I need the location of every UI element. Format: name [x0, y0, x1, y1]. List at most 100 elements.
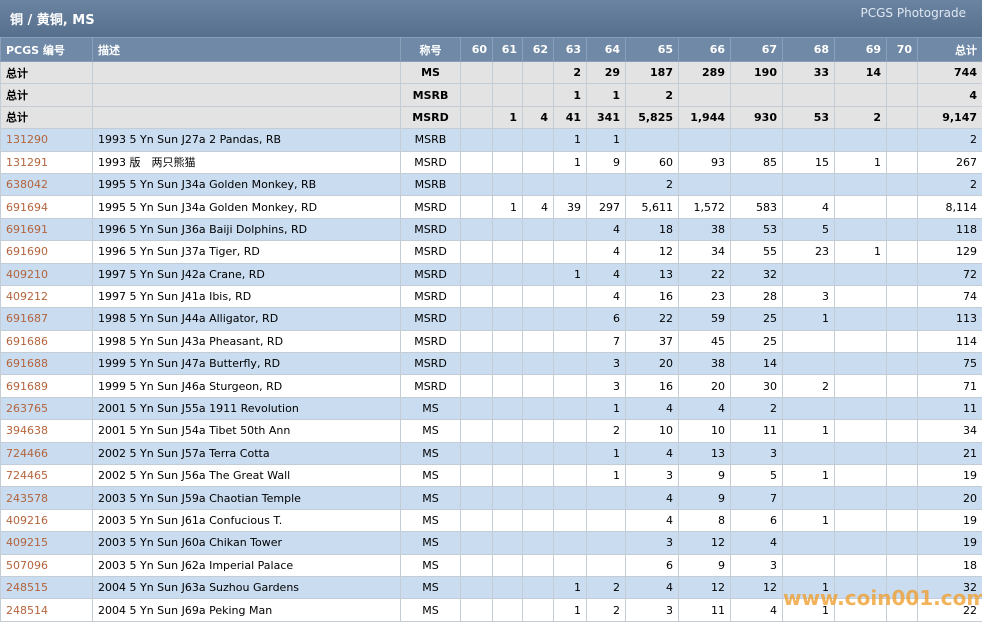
cell: 8,114	[917, 195, 982, 219]
empty-cell	[492, 531, 523, 555]
pcgs-id-link[interactable]: 507096	[0, 553, 93, 577]
empty-cell	[886, 464, 918, 488]
pcgs-id-link[interactable]: 691691	[0, 217, 93, 242]
cell: 3	[586, 352, 626, 376]
empty-cell	[522, 508, 554, 533]
pcgs-id-link[interactable]: 409212	[0, 284, 93, 309]
cell: 29	[586, 60, 626, 85]
empty-cell	[886, 531, 918, 555]
empty-cell	[492, 419, 523, 443]
cell: 1	[553, 598, 587, 622]
cell: 2002 5 Yn Sun J56a The Great Wall	[92, 464, 401, 488]
cell: 4	[625, 441, 679, 466]
empty-cell	[492, 217, 523, 242]
pcgs-id-link[interactable]: 691686	[0, 329, 93, 354]
cell: 9	[586, 150, 626, 174]
cell: 11	[678, 598, 731, 622]
empty-cell	[834, 329, 887, 354]
empty-cell	[586, 553, 626, 577]
cell: 2001 5 Yn Sun J55a 1911 Revolution	[92, 396, 401, 421]
empty-cell	[834, 374, 887, 398]
pcgs-id-link[interactable]: 691690	[0, 240, 93, 264]
photograde-link[interactable]: PCGS Photograde	[860, 6, 966, 20]
cell: 187	[625, 60, 679, 85]
cell: 21	[917, 441, 982, 466]
cell: MSRD	[400, 329, 461, 354]
cell: 1	[586, 464, 626, 488]
pcgs-id-link[interactable]: 724465	[0, 464, 93, 488]
cell: 12	[678, 575, 731, 600]
empty-cell	[460, 396, 493, 421]
cell: MSRD	[400, 150, 461, 174]
cell: 20	[917, 486, 982, 510]
cell: MSRD	[400, 195, 461, 219]
cell: 1	[553, 150, 587, 174]
column-header: 称号	[400, 37, 461, 62]
cell: 5,611	[625, 195, 679, 219]
cell: 2	[586, 598, 626, 622]
cell: 28	[730, 284, 783, 309]
empty-cell	[834, 419, 887, 443]
cell: 53	[730, 217, 783, 242]
cell: 2004 5 Yn Sun J63a Suzhou Gardens	[92, 575, 401, 600]
cell: 74	[917, 284, 982, 309]
pcgs-id-link[interactable]: 691694	[0, 195, 93, 219]
cell: 2003 5 Yn Sun J59a Chaotian Temple	[92, 486, 401, 510]
empty-cell	[782, 329, 835, 354]
cell: 7	[586, 329, 626, 354]
cell: 85	[730, 150, 783, 174]
cell: 1	[553, 262, 587, 286]
cell: 4	[625, 396, 679, 421]
pcgs-id-link[interactable]: 691687	[0, 307, 93, 331]
pcgs-id-link[interactable]: 394638	[0, 419, 93, 443]
pcgs-id-link[interactable]: 409216	[0, 508, 93, 533]
pcgs-id-link[interactable]: 131291	[0, 150, 93, 174]
empty-cell	[460, 105, 493, 130]
data-row: 507096 2003 5 Yn Sun J62a Imperial Palace…	[0, 553, 982, 577]
cell: 41	[553, 105, 587, 130]
pcgs-id-link[interactable]: 131290	[0, 128, 93, 152]
empty-cell	[460, 60, 493, 85]
pcgs-id-link[interactable]: 243578	[0, 486, 93, 510]
empty-cell	[522, 128, 554, 152]
cell: 22	[917, 598, 982, 622]
cell: 1	[782, 598, 835, 622]
data-row: 691686 1998 5 Yn Sun J43a Pheasant, RD MSR…	[0, 329, 982, 354]
cell: 23	[782, 240, 835, 264]
pcgs-id-link[interactable]: 691689	[0, 374, 93, 398]
empty-cell	[586, 531, 626, 555]
cell: 2003 5 Yn Sun J61a Confucious T.	[92, 508, 401, 533]
empty-cell	[553, 307, 587, 331]
data-row: 691687 1998 5 Yn Sun J44a Alligator, RD MS…	[0, 307, 982, 331]
empty-cell	[834, 128, 887, 152]
column-header: 69	[834, 37, 887, 62]
pcgs-id-link[interactable]: 409210	[0, 262, 93, 286]
cell: 13	[678, 441, 731, 466]
empty-cell	[460, 464, 493, 488]
pcgs-id-link[interactable]: 263765	[0, 396, 93, 421]
title-bar: 铜 / 黄铜, MS PCGS Photograde	[0, 0, 982, 37]
cell: 4	[522, 105, 554, 130]
empty-cell	[492, 128, 523, 152]
cell: MSRD	[400, 352, 461, 376]
empty-cell	[886, 396, 918, 421]
pcgs-id-link[interactable]: 691688	[0, 352, 93, 376]
cell: 1999 5 Yn Sun J47a Butterfly, RD	[92, 352, 401, 376]
pcgs-id-link[interactable]: 409215	[0, 531, 93, 555]
column-header: 63	[553, 37, 587, 62]
pcgs-id-link[interactable]: 724466	[0, 441, 93, 466]
cell: 1	[586, 396, 626, 421]
cell: 129	[917, 240, 982, 264]
empty-cell	[834, 284, 887, 309]
cell: 16	[625, 374, 679, 398]
cell: 5	[730, 464, 783, 488]
pcgs-id-link[interactable]: 248514	[0, 598, 93, 622]
empty-cell	[834, 396, 887, 421]
empty-cell	[782, 553, 835, 577]
empty-cell	[586, 172, 626, 197]
pcgs-id-link[interactable]: 248515	[0, 575, 93, 600]
pcgs-id-link[interactable]: 638042	[0, 172, 93, 197]
empty-cell	[782, 441, 835, 466]
cell: 744	[917, 60, 982, 85]
